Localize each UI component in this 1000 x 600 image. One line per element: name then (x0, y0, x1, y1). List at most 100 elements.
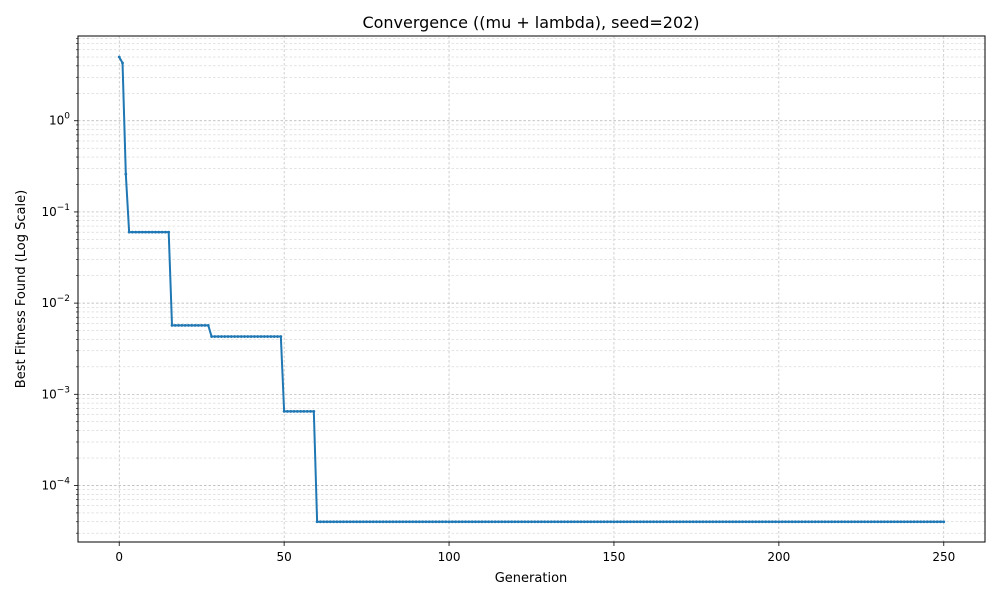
data-point (724, 520, 728, 524)
data-point (170, 323, 174, 327)
data-point (457, 520, 461, 524)
data-point (892, 520, 896, 524)
data-point (404, 520, 408, 524)
data-point (718, 520, 721, 524)
data-point (147, 230, 151, 234)
data-point (441, 520, 444, 524)
data-point (483, 520, 487, 524)
y-tick-label: 10−2 (41, 294, 70, 310)
data-point (497, 520, 500, 524)
data-point (698, 520, 702, 524)
data-point (226, 335, 230, 338)
data-point (394, 520, 398, 524)
data-point (757, 520, 761, 524)
data-point (836, 520, 840, 524)
data-point (883, 520, 886, 524)
data-point (183, 323, 187, 327)
data-point (840, 520, 843, 524)
data-point (784, 520, 787, 524)
data-point (800, 520, 804, 524)
data-point (305, 409, 309, 413)
data-point (513, 520, 517, 524)
data-point (150, 230, 154, 234)
data-point (131, 230, 134, 234)
x-tick-label: 200 (767, 550, 790, 564)
data-point (549, 520, 553, 524)
data-point (295, 409, 299, 413)
x-axis-ticks: 0 50 100 150 200 250 (115, 542, 955, 564)
data-point (507, 520, 510, 524)
data-point (675, 520, 679, 524)
data-point (536, 520, 540, 524)
data-point (695, 520, 698, 524)
data-point (493, 520, 497, 524)
data-point (322, 520, 326, 524)
data-point (365, 520, 368, 524)
data-point (764, 520, 768, 524)
data-point (803, 520, 807, 524)
data-point (638, 520, 642, 524)
data-point (319, 520, 322, 524)
data-point (220, 335, 223, 338)
data-point (375, 520, 378, 524)
data-point (358, 520, 362, 524)
data-point (539, 520, 543, 524)
data-point (668, 520, 672, 524)
data-point (480, 520, 484, 524)
data-point (688, 520, 692, 524)
data-point (408, 520, 411, 524)
data-point (427, 520, 431, 524)
data-point (850, 520, 853, 524)
data-point (302, 409, 306, 413)
data-point (856, 520, 860, 524)
data-point (615, 520, 619, 524)
data-point (767, 520, 771, 524)
data-point (625, 520, 629, 524)
data-point (879, 520, 883, 524)
data-point (559, 520, 563, 524)
data-point (332, 520, 336, 524)
data-point (127, 230, 131, 234)
data-point (361, 520, 365, 524)
data-point (239, 335, 243, 338)
data-point (932, 520, 936, 524)
x-tick-label: 150 (603, 550, 626, 564)
data-point (942, 520, 946, 524)
data-point (681, 520, 685, 524)
data-point (810, 520, 814, 524)
y-tick-label: 10−1 (41, 203, 70, 219)
data-point (121, 61, 124, 65)
data-point (731, 520, 735, 524)
data-point (335, 520, 339, 524)
data-point (533, 520, 537, 524)
data-point (144, 230, 148, 234)
data-point (935, 520, 939, 524)
data-point (117, 55, 121, 59)
data-point (563, 520, 566, 524)
data-point (711, 520, 715, 524)
data-point (919, 520, 923, 524)
data-point (701, 520, 705, 524)
data-point (569, 520, 573, 524)
data-series (117, 55, 946, 524)
data-point (200, 323, 204, 327)
data-point (843, 520, 847, 524)
y-tick-label: 10−3 (41, 385, 70, 401)
data-point (579, 520, 583, 524)
data-point (685, 520, 688, 524)
data-point (236, 335, 240, 338)
data-point (137, 230, 141, 234)
data-point (629, 520, 632, 524)
data-point (173, 323, 177, 327)
data-point (727, 520, 731, 524)
data-point (797, 520, 801, 524)
data-point (612, 520, 616, 524)
data-point (586, 520, 589, 524)
data-point (216, 335, 220, 338)
data-point (915, 520, 919, 524)
data-point (391, 520, 395, 524)
data-point (704, 520, 708, 524)
data-point (467, 520, 471, 524)
plot-frame (77, 35, 986, 543)
data-point (741, 520, 744, 524)
